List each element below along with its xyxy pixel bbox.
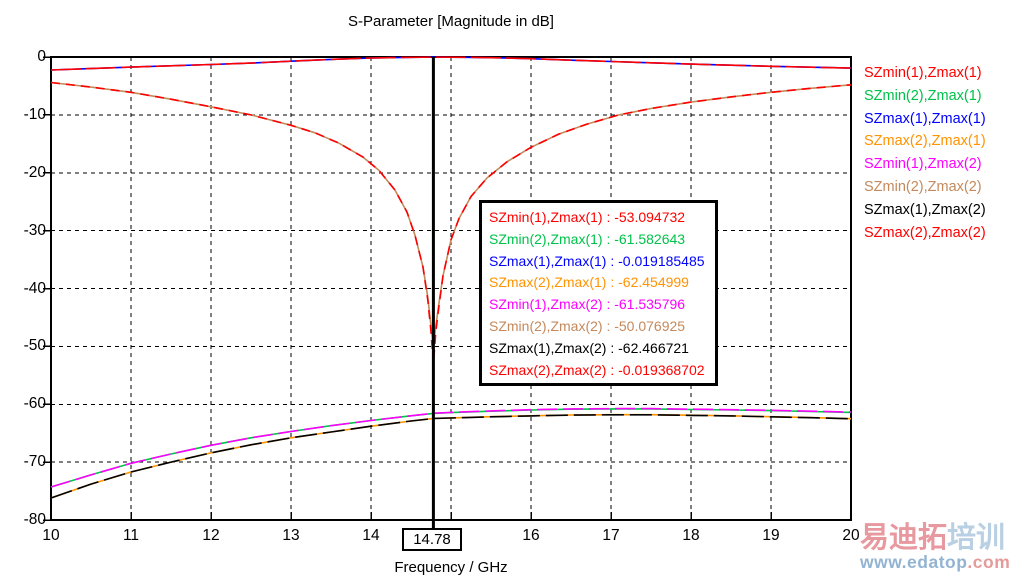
- marker-value-row: SZmax(1),Zmax(1) : -0.019185485: [489, 252, 705, 269]
- x-tick-label: 17: [602, 527, 620, 544]
- legend-item: SZmax(2),Zmax(2): [864, 224, 986, 241]
- legend-item: SZmax(1),Zmax(1): [864, 110, 986, 127]
- curve-SZmax(2),Zmax(2): [50, 56, 852, 71]
- x-tick-label: 18: [682, 527, 700, 544]
- legend: SZmin(1),Zmax(1) SZmin(2),Zmax(1) SZmax(1)…: [864, 62, 986, 244]
- y-tick-label: -20: [23, 163, 46, 181]
- y-tick-label: -80: [23, 511, 46, 528]
- marker-value-row: SZmax(1),Zmax(2) : -62.466721: [489, 339, 689, 356]
- curve-SZmin(1),Zmax(1): [50, 81, 852, 366]
- legend-item: SZmax(1),Zmax(2): [864, 201, 986, 218]
- x-tick-label: 13: [282, 527, 300, 544]
- legend-item: SZmin(1),Zmax(1): [864, 65, 982, 81]
- x-tick-label: 10: [42, 527, 60, 544]
- y-tick-label: -40: [23, 279, 46, 297]
- watermark-url-main: www.edatop: [860, 552, 968, 572]
- y-tick-label: -70: [23, 453, 46, 471]
- y-tick-label: -10: [23, 105, 46, 123]
- legend-item: SZmin(1),Zmax(2): [864, 156, 982, 173]
- marker-value-box[interactable]: SZmin(1),Zmax(1) : -53.094732 SZmin(2),Zm…: [479, 200, 718, 386]
- marker-value-row: SZmin(2),Zmax(2) : -50.076925: [489, 317, 686, 334]
- watermark: 易迪拓培训 www.edatop.com: [860, 522, 1024, 572]
- x-tick-label: 11: [122, 527, 140, 544]
- legend-item: SZmax(2),Zmax(1): [864, 133, 986, 150]
- marker-value-row: SZmin(1),Zmax(2) : -61.535796: [489, 296, 686, 313]
- x-tick-label: 14: [362, 527, 380, 544]
- y-tick-label: 0: [37, 48, 46, 65]
- watermark-url: www.edatop.com: [860, 552, 1024, 572]
- watermark-cn-pink: 易迪拓: [860, 522, 948, 554]
- marker-frequency-readout[interactable]: 14.78: [402, 528, 462, 551]
- x-tick-label: 12: [202, 527, 220, 544]
- chart-title: S-Parameter [Magnitude in dB]: [348, 13, 554, 30]
- curve-SZmax(1),Zmax(2): [50, 413, 852, 499]
- marker-value-row: SZmin(1),Zmax(1) : -53.094732: [489, 209, 686, 225]
- y-tick-label: -30: [23, 221, 46, 239]
- legend-item: SZmin(2),Zmax(2): [864, 178, 982, 195]
- y-tick-label: -50: [23, 337, 46, 355]
- x-tick-label: 16: [522, 527, 540, 544]
- marker-value-row: SZmin(2),Zmax(1) : -61.582643: [489, 230, 686, 247]
- y-tick-label: -60: [23, 395, 46, 413]
- marker-value-row: SZmax(2),Zmax(1) : -62.454999: [489, 274, 689, 291]
- curve-SZmin(1),Zmax(2): [50, 407, 852, 488]
- x-tick-label: 20: [842, 527, 860, 544]
- x-axis-label: Frequency / GHz: [394, 559, 508, 576]
- watermark-cn: 易迪拓培训: [860, 522, 1024, 554]
- watermark-cn-blue: 培训: [947, 522, 1006, 554]
- watermark-url-tld: .com: [967, 552, 1011, 572]
- legend-item: SZmin(2),Zmax(1): [864, 87, 982, 104]
- marker-value-row: SZmax(2),Zmax(2) : -0.019368702: [489, 361, 705, 378]
- x-tick-label: 19: [762, 527, 780, 544]
